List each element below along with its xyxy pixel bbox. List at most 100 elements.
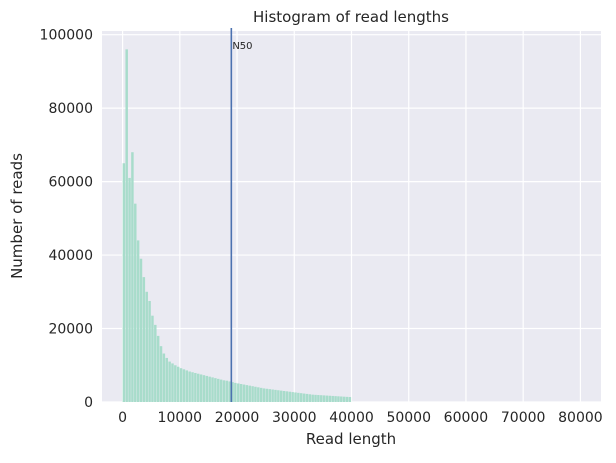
histogram-bar [156, 335, 160, 402]
histogram-bar [179, 368, 183, 402]
histogram-bar [205, 375, 209, 402]
histogram-bar [134, 203, 137, 402]
histogram-bar [337, 396, 340, 402]
histogram-bar [154, 324, 157, 402]
histogram-bar [211, 377, 214, 402]
histogram-bar [228, 381, 231, 402]
histogram-bar [222, 380, 226, 402]
y-tick-label: 0 [84, 395, 93, 411]
histogram-bar [148, 300, 151, 402]
histogram-bar [237, 383, 240, 402]
histogram-bar [314, 394, 317, 402]
histogram-bar [162, 353, 166, 402]
histogram-bar [317, 395, 320, 402]
histogram-bar [328, 395, 332, 402]
y-tick-label: 60000 [48, 175, 93, 191]
grid-lines [102, 31, 601, 403]
histogram-bar [139, 258, 143, 402]
histogram-bar [308, 394, 312, 402]
histogram-bar [125, 49, 128, 403]
histogram-bar [225, 380, 229, 402]
histogram-bar [320, 395, 323, 402]
histogram-bar [348, 397, 352, 402]
histogram-bar [174, 365, 177, 402]
histogram-bar [202, 375, 206, 402]
x-tick-label: 20000 [215, 410, 260, 426]
x-tick-label: 40000 [329, 410, 374, 426]
histogram-bar [297, 392, 300, 402]
histogram-bar [282, 390, 286, 402]
histogram-bar [345, 396, 349, 402]
histogram-bar [291, 392, 294, 402]
histogram-bar [248, 385, 251, 402]
histogram-bar [234, 382, 237, 402]
histogram-bar [151, 315, 154, 402]
histogram-bar [340, 396, 343, 402]
histogram-bar [217, 378, 220, 402]
histogram-bar [274, 389, 277, 402]
histogram-bar [325, 395, 329, 402]
y-axis-label: Number of reads [8, 153, 26, 279]
histogram-bar [302, 393, 306, 402]
histogram-bar [299, 393, 303, 402]
x-tick-label: 50000 [386, 410, 431, 426]
histogram-bar [311, 394, 314, 402]
x-axis-label: Read length [306, 430, 396, 448]
histogram-bar [262, 388, 266, 402]
histogram-bar [257, 387, 260, 402]
histogram-bar [268, 389, 271, 402]
histogram-bar [194, 372, 197, 402]
histogram-bar [159, 346, 163, 402]
y-tick-label: 100000 [40, 28, 93, 44]
histogram-bar [165, 357, 168, 402]
histogram-bar [182, 369, 186, 402]
histogram-bar [199, 374, 203, 402]
histogram-bar [331, 395, 334, 402]
histogram-bar [171, 363, 174, 402]
histogram-bar [188, 371, 191, 402]
histogram-bar [342, 396, 346, 402]
histogram-bar [168, 361, 171, 402]
histogram-bar [239, 384, 243, 402]
histogram-bar [254, 386, 257, 402]
histogram-bar [277, 390, 280, 402]
histogram-bar [334, 396, 337, 402]
histogram-bar [231, 382, 234, 402]
x-tick-label: 60000 [444, 410, 489, 426]
histogram-bar [196, 373, 200, 402]
x-tick-labels: 0 10000 20000 30000 40000 50000 60000 70000 8000… [118, 410, 603, 426]
histogram-bar [294, 392, 297, 402]
x-tick-label: 70000 [501, 410, 546, 426]
n50-label: N50 [232, 41, 252, 52]
histogram-bar [214, 378, 217, 402]
histogram-bar [208, 376, 211, 402]
chart-title: Histogram of read lengths [253, 8, 449, 26]
histogram-bar [142, 277, 146, 402]
histogram-bar [288, 391, 292, 402]
histogram-bar [176, 366, 180, 402]
y-tick-label: 80000 [48, 101, 93, 117]
histogram-bar [122, 163, 126, 402]
histogram-bar [322, 395, 326, 402]
histogram-bar [219, 379, 223, 402]
histogram-bar [305, 393, 309, 402]
histogram-bar [242, 384, 246, 402]
x-tick-label: 30000 [272, 410, 317, 426]
x-tick-label: 80000 [558, 410, 603, 426]
histogram-bar [136, 240, 140, 402]
histogram-bar [271, 389, 274, 402]
y-tick-label: 20000 [48, 322, 93, 338]
y-tick-labels: 0 20000 40000 60000 80000 100000 [40, 28, 93, 411]
histogram-bar [145, 291, 148, 402]
x-tick-label: 0 [118, 410, 127, 426]
histogram-bars [122, 49, 352, 403]
histogram-bar [191, 372, 194, 402]
histogram-bar [251, 386, 254, 402]
histogram-bar [128, 177, 131, 402]
y-tick-label: 40000 [48, 248, 93, 264]
histogram-bar [285, 391, 289, 402]
x-tick-label: 10000 [158, 410, 203, 426]
histogram-bar [131, 152, 134, 402]
histogram-bar [259, 387, 263, 402]
